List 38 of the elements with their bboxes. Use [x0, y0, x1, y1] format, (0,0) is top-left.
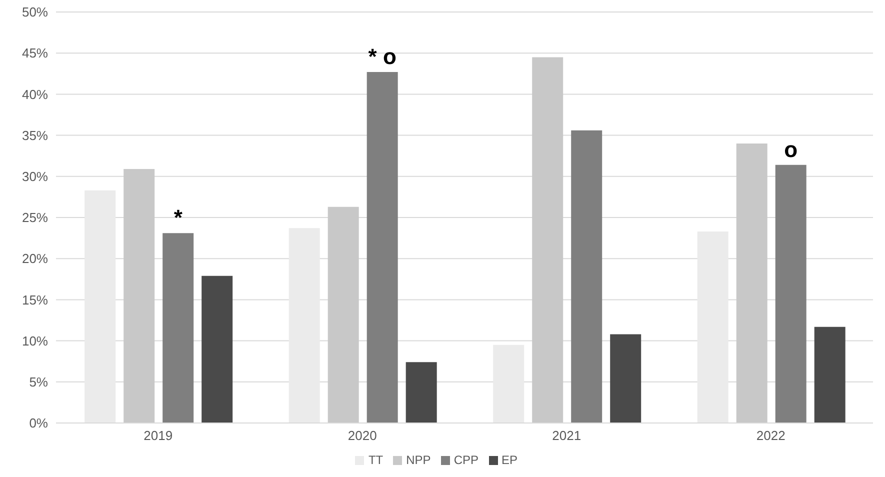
- bar: [697, 231, 728, 423]
- y-tick-label: 30%: [22, 169, 48, 184]
- bar: [571, 130, 602, 423]
- bar: [532, 57, 564, 423]
- annotation: * o: [368, 44, 396, 70]
- bar: [406, 362, 437, 423]
- legend-label: NPP: [406, 453, 431, 467]
- y-tick-label: 10%: [22, 333, 48, 348]
- bar: [124, 169, 155, 423]
- y-tick-label: 0%: [29, 416, 48, 431]
- y-tick-label: 20%: [22, 251, 48, 266]
- legend-label: CPP: [454, 453, 479, 467]
- y-tick-label: 45%: [22, 46, 48, 61]
- bar: [202, 276, 233, 423]
- x-tick-label: 2021: [552, 428, 582, 444]
- legend-label: EP: [502, 453, 518, 467]
- y-tick-label: 35%: [22, 128, 48, 143]
- y-tick-label: 5%: [29, 374, 48, 390]
- annotation: o: [784, 136, 798, 162]
- bar: [610, 334, 642, 423]
- bar: [162, 233, 194, 423]
- bar: [84, 190, 116, 423]
- x-tick-label: 2019: [144, 428, 173, 444]
- bar: [288, 228, 320, 423]
- y-tick-label: 40%: [22, 86, 48, 102]
- bar: [366, 72, 398, 423]
- bar: [328, 206, 359, 423]
- bar: [814, 326, 846, 423]
- x-tick-label: 2022: [756, 428, 786, 444]
- x-tick-label: 2020: [348, 428, 377, 444]
- bar: [736, 144, 768, 423]
- bar: [775, 164, 806, 423]
- y-tick-label: 50%: [22, 4, 48, 20]
- y-tick-label: 25%: [22, 210, 48, 226]
- annotation: *: [174, 205, 183, 230]
- y-tick-label: 15%: [22, 292, 48, 308]
- legend-label: TT: [368, 453, 384, 467]
- bar: [493, 344, 524, 423]
